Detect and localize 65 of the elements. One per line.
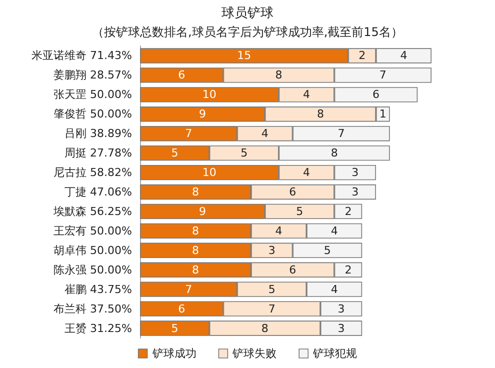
y-tick-label: 张天罡 50.00%: [54, 88, 132, 102]
y-tick-label: 周挺 27.78%: [64, 146, 132, 160]
data-label: 4: [261, 127, 268, 140]
data-label: 5: [296, 204, 304, 218]
data-label: 5: [268, 282, 276, 296]
data-label: 6: [178, 302, 186, 316]
y-tick-label: 王赟 31.25%: [64, 322, 132, 335]
data-label: 7: [185, 282, 192, 296]
y-tick-label: 布兰科 37.50%: [54, 302, 132, 316]
y-tick-label: 崔鹏 43.75%: [64, 282, 132, 296]
data-label: 2: [344, 204, 352, 218]
data-label: 8: [275, 68, 282, 82]
data-label: 7: [268, 302, 276, 316]
data-label: 8: [192, 224, 200, 238]
data-label: 3: [338, 322, 345, 335]
data-label: 7: [379, 68, 386, 82]
data-label: 8: [261, 322, 268, 335]
y-tick-label: 姜鹏翔 28.57%: [54, 68, 132, 82]
data-label: 5: [171, 146, 178, 160]
y-tick-label: 米亚诺维奇 71.43%: [32, 49, 132, 62]
y-tick-label: 胡卓伟 50.00%: [54, 244, 132, 257]
data-label: 4: [400, 49, 408, 62]
data-label: 6: [289, 186, 296, 198]
data-label: 6: [289, 263, 296, 276]
data-label: 9: [198, 108, 206, 121]
data-label: 5: [324, 244, 331, 257]
y-tick-label: 埃默森 56.25%: [52, 204, 132, 218]
data-label: 3: [268, 244, 276, 257]
data-label: 2: [344, 263, 352, 276]
data-label: 1: [379, 108, 386, 121]
data-label: 2: [358, 49, 366, 62]
data-label: 4: [275, 224, 282, 238]
data-label: 3: [338, 302, 345, 316]
legend-label: 铲球犯规: [312, 347, 358, 360]
data-label: 5: [240, 146, 248, 160]
data-label: 7: [338, 127, 345, 140]
data-label: 10: [202, 88, 216, 102]
data-label: 4: [330, 282, 338, 296]
y-tick-label: 吕刚 38.89%: [64, 127, 132, 140]
y-tick-label: 王宏有 50.00%: [54, 224, 132, 238]
y-tick-label: 尼古拉 58.82%: [54, 166, 132, 180]
legend-label: 铲球成功: [151, 347, 196, 360]
data-label: 8: [192, 244, 200, 257]
data-label: 15: [237, 49, 252, 62]
data-label: 6: [372, 88, 380, 102]
data-label: 8: [330, 146, 338, 160]
legend-label: 铲球失败: [232, 347, 277, 360]
chart-subtitle: （按铲球总数排名,球员名字后为铲球成功率,截至前15名）: [92, 25, 403, 39]
data-label: 4: [303, 88, 310, 102]
data-label: 6: [178, 68, 186, 82]
data-label: 10: [202, 166, 216, 180]
y-tick-label: 丁捷 47.06%: [64, 186, 132, 198]
data-label: 5: [171, 322, 178, 335]
data-label: 3: [352, 186, 359, 198]
data-label: 8: [192, 186, 200, 198]
data-label: 7: [185, 127, 192, 140]
data-label: 8: [316, 108, 324, 121]
y-tick-label: 肇俊哲 50.00%: [54, 108, 132, 121]
data-label: 3: [352, 166, 359, 180]
data-label: 4: [303, 166, 310, 180]
data-label: 4: [330, 224, 338, 238]
data-label: 8: [192, 263, 200, 276]
data-label: 9: [198, 204, 206, 218]
y-tick-label: 陈永强 50.00%: [54, 263, 132, 276]
chart-title: 球员铲球: [222, 6, 274, 21]
